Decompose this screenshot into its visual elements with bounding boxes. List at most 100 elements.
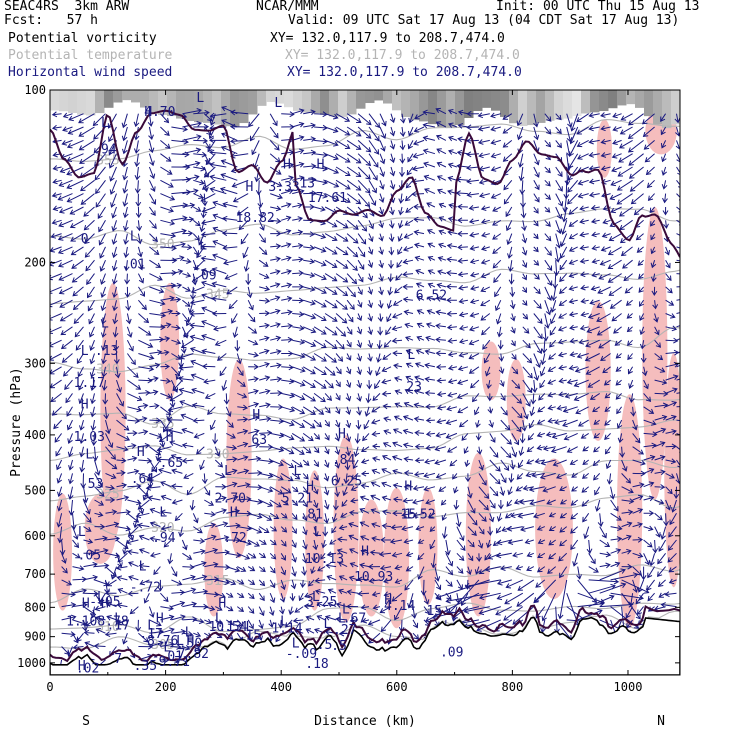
wind-vector-arrow — [292, 353, 306, 359]
wind-vector-arrow — [248, 363, 260, 370]
wind-vector-arrow — [393, 363, 403, 369]
wind-vector-arrow — [438, 229, 447, 235]
wind-vector-arrow — [579, 218, 589, 225]
extremum-value: .27 — [333, 623, 356, 638]
wind-vector-arrow — [247, 566, 256, 572]
wind-vector-arrow — [85, 619, 95, 627]
wind-vector-arrow — [105, 472, 117, 480]
wind-vector-arrow — [580, 311, 589, 318]
wind-vector-arrow — [529, 499, 545, 506]
wind-vector-arrow — [160, 592, 169, 603]
wind-vector-arrow — [610, 499, 619, 512]
pv-shading-blob — [481, 341, 501, 401]
wind-vector-arrow — [79, 153, 95, 164]
wind-vector-arrow — [102, 393, 109, 405]
wind-vector-arrow — [447, 162, 458, 169]
wind-vector-arrow — [386, 300, 393, 309]
stratosphere-shading — [329, 90, 339, 117]
wind-vector-arrow — [345, 406, 352, 415]
wind-vector-arrow — [78, 139, 95, 151]
wind-vector-arrow — [324, 179, 340, 188]
wind-vector-arrow — [391, 337, 403, 344]
wind-vector-arrow — [665, 325, 678, 332]
wind-vector-arrow — [334, 419, 341, 428]
wind-vector-arrow — [357, 219, 368, 232]
wind-vector-arrow — [398, 193, 405, 204]
wind-vector-arrow — [468, 218, 479, 225]
wind-vector-arrow — [242, 246, 249, 259]
wind-vector-arrow — [654, 499, 665, 505]
wind-vector-arrow — [600, 165, 611, 172]
wind-vector-arrow — [313, 313, 327, 321]
wind-vector-arrow — [500, 473, 507, 484]
wind-vector-arrow — [412, 512, 425, 518]
wind-vector-arrow — [303, 136, 317, 142]
wind-vector-arrow — [638, 299, 645, 307]
wind-vector-arrow — [508, 273, 515, 285]
wind-vector-arrow — [182, 258, 192, 264]
wind-vector-arrow — [194, 259, 205, 271]
extremum-marker: L — [312, 590, 320, 605]
wind-vector-arrow — [478, 486, 490, 500]
wind-vector-arrow — [402, 271, 414, 278]
wind-vector-arrow — [559, 539, 568, 547]
plot-area: 355350345340335330325320315310305L.94H4.… — [50, 90, 680, 675]
wind-vector-arrow — [447, 364, 458, 371]
wind-vector-arrow — [524, 538, 534, 545]
wind-vector-arrow — [292, 229, 304, 236]
wind-vector-arrow — [469, 298, 480, 305]
wind-vector-arrow — [537, 406, 546, 413]
wind-vector-arrow — [269, 499, 282, 508]
wind-vector-arrow — [564, 392, 578, 399]
wind-vector-arrow — [496, 539, 512, 546]
wind-vector-arrow — [579, 271, 589, 278]
wind-vector-arrow — [342, 486, 348, 497]
wind-vector-arrow — [200, 268, 216, 275]
wind-vector-arrow — [621, 459, 628, 472]
wind-vector-arrow — [346, 603, 359, 610]
wind-vector-arrow — [178, 364, 194, 371]
wind-vector-arrow — [461, 433, 469, 441]
wind-vector-arrow — [72, 539, 80, 549]
wind-vector-arrow — [303, 122, 316, 129]
wind-vector-arrow — [68, 499, 75, 516]
wind-vector-arrow — [94, 523, 106, 530]
wind-vector-arrow — [51, 406, 62, 416]
wind-vector-arrow — [509, 459, 516, 470]
wind-vector-arrow — [447, 351, 457, 358]
wind-vector-arrow — [204, 605, 216, 612]
wind-vector-arrow — [625, 299, 633, 306]
stratosphere-shading — [410, 90, 420, 121]
wind-vector-arrow — [676, 166, 680, 176]
wind-vector-arrow — [160, 614, 175, 621]
wind-vector-arrow — [203, 166, 216, 178]
wind-vector-arrow — [481, 326, 491, 336]
wind-vector-arrow — [201, 206, 216, 214]
wind-vector-arrow — [414, 443, 425, 450]
wind-vector-arrow — [571, 472, 578, 478]
wind-vector-arrow — [302, 366, 316, 375]
wind-vector-arrow — [579, 244, 589, 251]
wind-vector-arrow — [258, 526, 270, 533]
wind-vector-arrow — [302, 553, 308, 564]
wind-vector-arrow — [405, 336, 414, 342]
wind-vector-arrow — [247, 326, 258, 334]
wind-vector-arrow — [160, 627, 175, 634]
wind-vector-arrow — [437, 188, 447, 195]
wind-vector-arrow — [445, 592, 490, 604]
y-tick-label: 900 — [24, 630, 46, 644]
wind-vector-arrow — [392, 496, 403, 503]
wind-vector-arrow — [522, 326, 530, 334]
wind-vector-arrow — [208, 137, 227, 144]
wind-vector-arrow — [455, 190, 468, 197]
extremum-marker: L — [245, 620, 253, 635]
wind-vector-arrow — [191, 402, 205, 409]
wind-vector-arrow — [599, 582, 627, 594]
wind-vector-arrow — [138, 339, 154, 348]
wind-vector-arrow — [313, 379, 327, 389]
wind-vector-arrow — [590, 204, 600, 211]
wind-vector-arrow — [551, 432, 567, 440]
wind-vector-arrow — [292, 325, 305, 331]
wind-vector-arrow — [302, 392, 317, 402]
stratosphere-shading — [185, 90, 195, 122]
